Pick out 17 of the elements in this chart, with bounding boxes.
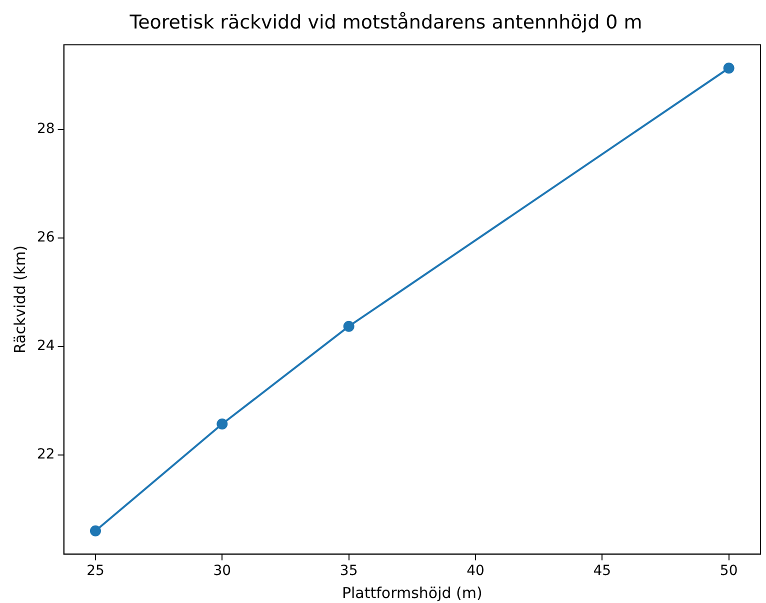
point [90, 525, 101, 536]
y-tick-label: 26 [36, 230, 55, 246]
point [216, 418, 228, 430]
x-axis-title: Plattformshöjd (m) [342, 584, 482, 602]
x-tick-label: 40 [466, 563, 484, 580]
y-tick-label: 28 [36, 121, 55, 138]
y-tick-label: 22 [36, 446, 55, 463]
point [723, 62, 734, 74]
point [343, 320, 354, 332]
chart-title: Teoretisk räckvidd vid motståndarens antennhöjd 0 m [128, 11, 642, 34]
x-tick-label: 50 [720, 563, 738, 580]
y-tick-label: 24 [36, 338, 55, 354]
x-tick-label: 35 [340, 563, 358, 580]
y-axis-title: Räckvidd (km) [10, 245, 29, 354]
x-tick-label: 30 [213, 563, 232, 580]
x-tick-label: 45 [593, 563, 612, 580]
x-tick-label: 25 [86, 563, 104, 580]
